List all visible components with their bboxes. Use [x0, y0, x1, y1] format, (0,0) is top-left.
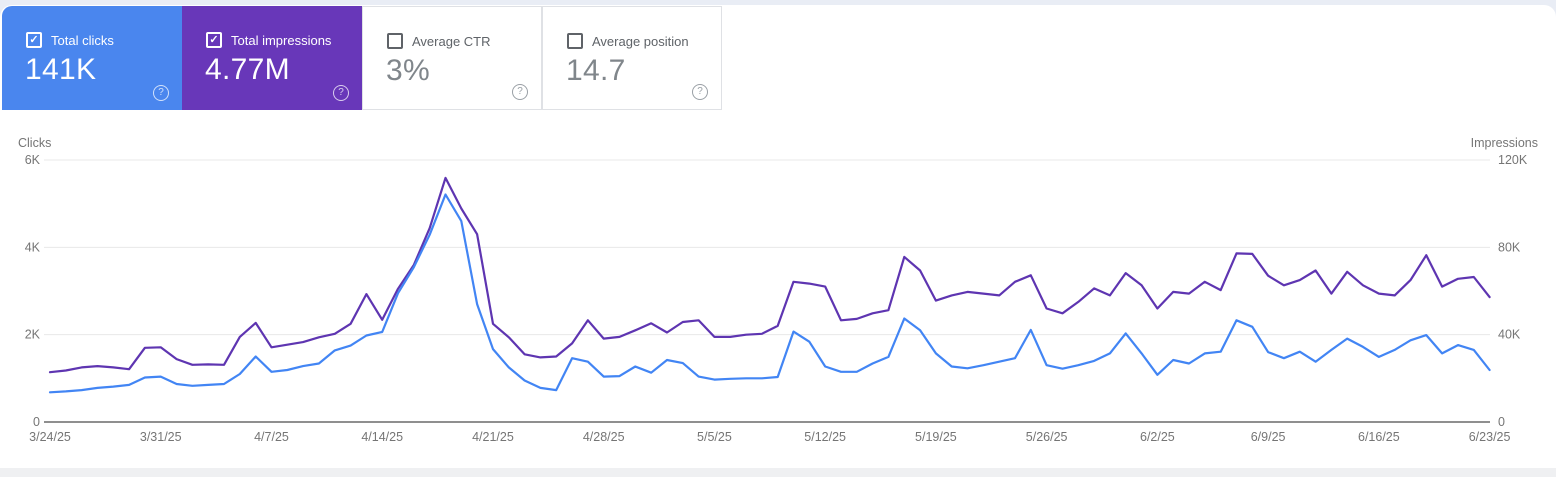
x-axis-tick-label: 3/24/25 [29, 430, 71, 444]
page-bottom-edge [0, 468, 1556, 477]
left-axis-tick-label: 2K [25, 328, 41, 342]
help-icon[interactable]: ? [692, 84, 708, 100]
metric-label: Average position [592, 33, 689, 49]
right-axis-tick-label: 0 [1498, 415, 1505, 429]
metric-value: 141K [25, 53, 97, 86]
x-axis-tick-label: 4/28/25 [583, 430, 625, 444]
left-axis-tick-label: 4K [25, 240, 41, 254]
right-axis-title: Impressions [1471, 136, 1538, 150]
metric-toggle-average-ctr[interactable]: Average CTR [387, 33, 491, 49]
x-axis-tick-label: 5/19/25 [915, 430, 957, 444]
x-axis-tick-label: 5/12/25 [804, 430, 846, 444]
x-axis-tick-label: 6/23/25 [1469, 430, 1511, 444]
impressions-line [48, 176, 1491, 374]
x-axis-tick-label: 4/21/25 [472, 430, 514, 444]
metric-label: Total clicks [51, 32, 114, 48]
metric-tile-total-clicks[interactable]: ✓ Total clicks 141K? [2, 6, 182, 110]
metric-label: Average CTR [412, 33, 491, 49]
metric-tile-average-position[interactable]: Average position 14.7? [542, 6, 722, 110]
right-axis-tick-label: 40K [1498, 328, 1521, 342]
metric-tile-total-impressions[interactable]: ✓ Total impressions 4.77M? [182, 6, 362, 110]
help-icon[interactable]: ? [333, 85, 349, 101]
metric-tiles: ✓ Total clicks 141K? ✓ Total impressions 4.77… [2, 6, 722, 110]
checkbox-unchecked-icon[interactable] [567, 33, 583, 49]
x-axis-tick-label: 5/26/25 [1026, 430, 1068, 444]
left-axis-tick-label: 0 [33, 415, 40, 429]
metric-label: Total impressions [231, 32, 332, 48]
metric-toggle-total-clicks[interactable]: ✓ Total clicks [26, 32, 114, 48]
x-axis-tick-label: 4/7/25 [254, 430, 289, 444]
x-axis-tick-label: 4/14/25 [361, 430, 403, 444]
x-axis-tick-label: 3/31/25 [140, 430, 182, 444]
checkbox-unchecked-icon[interactable] [387, 33, 403, 49]
x-axis-tick-label: 6/9/25 [1251, 430, 1286, 444]
metric-toggle-total-impressions[interactable]: ✓ Total impressions [206, 32, 331, 48]
left-axis-tick-label: 6K [25, 153, 41, 167]
checkbox-checked-icon[interactable]: ✓ [206, 32, 222, 48]
left-axis-title: Clicks [18, 136, 51, 150]
x-axis-tick-label: 6/2/25 [1140, 430, 1175, 444]
right-axis-tick-label: 80K [1498, 240, 1521, 254]
checkbox-checked-icon[interactable]: ✓ [26, 32, 42, 48]
metric-value: 3% [386, 54, 430, 87]
metric-value: 14.7 [566, 54, 626, 87]
right-axis-tick-label: 120K [1498, 153, 1528, 167]
clicks-line [48, 193, 1491, 394]
metric-value: 4.77M [205, 53, 290, 86]
x-axis-tick-label: 5/5/25 [697, 430, 732, 444]
help-icon[interactable]: ? [153, 85, 169, 101]
metric-toggle-average-position[interactable]: Average position [567, 33, 689, 49]
metric-tile-average-ctr[interactable]: Average CTR 3%? [362, 6, 542, 110]
help-icon[interactable]: ? [512, 84, 528, 100]
x-axis-tick-label: 6/16/25 [1358, 430, 1400, 444]
